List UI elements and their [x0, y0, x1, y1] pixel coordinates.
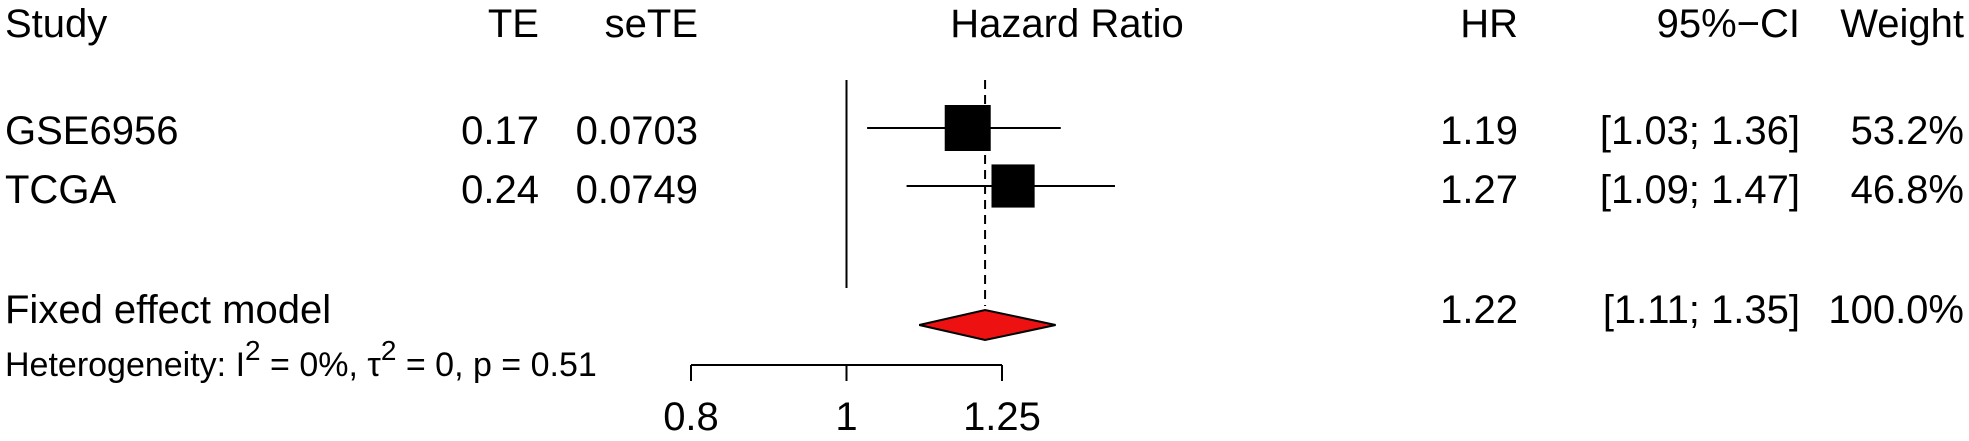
study-hr: 1.27	[1440, 168, 1518, 212]
study-name: TCGA	[5, 168, 116, 212]
pooled-diamond	[919, 308, 1056, 342]
study-weight: 53.2%	[1851, 109, 1964, 153]
header-hazard-ratio: Hazard Ratio	[950, 2, 1183, 46]
study-marker	[991, 164, 1035, 208]
pooled-name: Fixed effect model	[5, 288, 331, 332]
study-te: 0.24	[461, 168, 539, 212]
header-hr: HR	[1460, 2, 1518, 46]
study-sete: 0.0703	[576, 109, 698, 153]
x-tick-label: 0.8	[663, 395, 719, 439]
study-weight: 46.8%	[1851, 168, 1964, 212]
x-tick-label: 1	[835, 395, 857, 439]
pooled-ci: [1.11; 1.35]	[1603, 288, 1800, 332]
study-ci: [1.03; 1.36]	[1600, 109, 1800, 153]
study-name: GSE6956	[5, 109, 178, 153]
pooled-weight: 100.0%	[1828, 288, 1964, 332]
header-weight: Weight	[1840, 2, 1964, 46]
heterogeneity-text: Heterogeneity: I2 = 0%, τ2 = 0, p = 0.51	[5, 335, 597, 384]
header-sete: seTE	[605, 2, 698, 46]
study-te: 0.17	[461, 109, 539, 153]
x-tick-label: 1.25	[963, 395, 1041, 439]
header-study: Study	[5, 2, 107, 46]
study-sete: 0.0749	[576, 168, 698, 212]
plot-area: 0.8 1 1.25	[663, 80, 1115, 439]
study-ci: [1.09; 1.47]	[1600, 168, 1800, 212]
study-marker	[944, 105, 991, 151]
header-ci: 95%−CI	[1657, 2, 1800, 46]
study-hr: 1.19	[1440, 109, 1518, 153]
header-te: TE	[488, 2, 539, 46]
pooled-hr: 1.22	[1440, 288, 1518, 332]
